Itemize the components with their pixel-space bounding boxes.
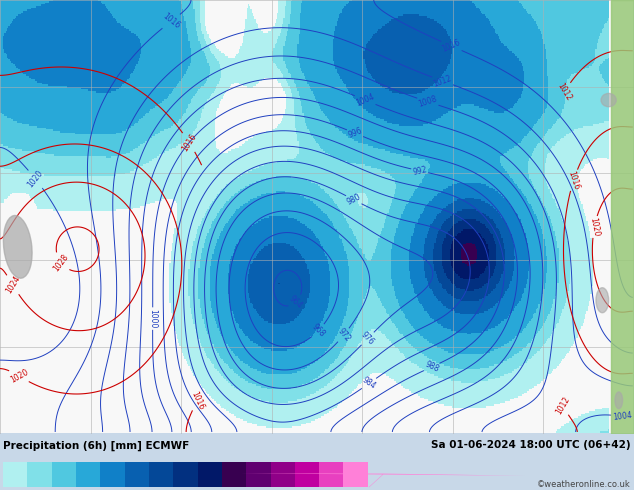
Text: 1000: 1000: [148, 309, 157, 328]
Text: 1024: 1024: [4, 274, 22, 295]
Bar: [295, 462, 319, 487]
Ellipse shape: [3, 216, 32, 278]
Text: 1004: 1004: [354, 92, 376, 108]
Bar: [100, 462, 125, 487]
Text: 1016: 1016: [441, 38, 462, 54]
FancyArrow shape: [241, 473, 525, 487]
Text: 996: 996: [347, 126, 363, 140]
Text: 972: 972: [335, 327, 352, 343]
Text: Sa 01-06-2024 18:00 UTC (06+42): Sa 01-06-2024 18:00 UTC (06+42): [431, 441, 631, 450]
Text: 968: 968: [310, 322, 327, 339]
Text: 1012: 1012: [553, 395, 571, 416]
Text: 1016: 1016: [161, 12, 181, 31]
Ellipse shape: [601, 94, 616, 107]
Bar: [27, 462, 52, 487]
Text: 1012: 1012: [432, 74, 453, 89]
Bar: [319, 462, 344, 487]
Bar: [271, 462, 295, 487]
Text: ©weatheronline.co.uk: ©weatheronline.co.uk: [537, 480, 631, 489]
Bar: [76, 462, 100, 487]
Text: 1020: 1020: [26, 169, 45, 190]
Bar: [222, 462, 246, 487]
Text: 1004: 1004: [612, 411, 633, 422]
Text: 1016: 1016: [566, 170, 581, 191]
Text: 1020: 1020: [8, 368, 30, 385]
Text: 964: 964: [288, 294, 304, 310]
Text: 988: 988: [424, 360, 440, 374]
Text: 1016: 1016: [189, 390, 205, 411]
Text: 980: 980: [346, 193, 362, 207]
Bar: [198, 462, 222, 487]
Text: 992: 992: [411, 165, 428, 177]
Text: 1020: 1020: [588, 217, 601, 237]
Bar: [173, 462, 198, 487]
Ellipse shape: [596, 288, 609, 313]
Text: 1016: 1016: [180, 132, 198, 153]
Text: 1008: 1008: [417, 95, 438, 109]
Text: 984: 984: [361, 375, 377, 391]
Bar: [125, 462, 149, 487]
Text: 1012: 1012: [555, 81, 573, 102]
Ellipse shape: [615, 392, 623, 409]
Ellipse shape: [610, 484, 620, 490]
Bar: [344, 462, 368, 487]
Bar: [52, 462, 76, 487]
Text: 1028: 1028: [51, 252, 70, 273]
Text: 976: 976: [359, 330, 376, 347]
Text: Precipitation (6h) [mm] ECMWF: Precipitation (6h) [mm] ECMWF: [3, 441, 190, 451]
Bar: [149, 462, 173, 487]
Bar: [611, 0, 634, 434]
Bar: [3, 462, 27, 487]
Bar: [246, 462, 271, 487]
